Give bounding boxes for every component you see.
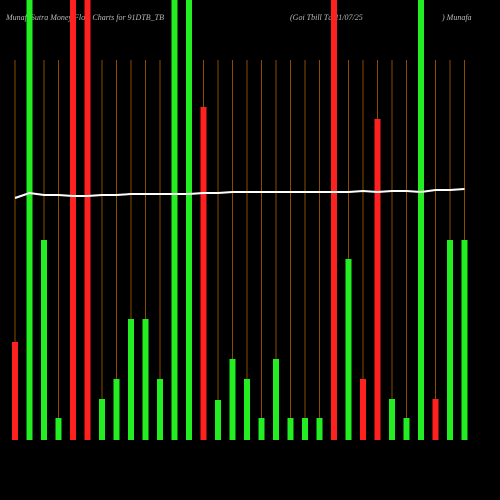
- bar: [374, 119, 381, 440]
- bar: [258, 418, 265, 440]
- bar: [142, 319, 149, 440]
- bar: [99, 399, 105, 440]
- bar: [287, 418, 294, 440]
- bar: [345, 259, 352, 440]
- bar: [26, 0, 33, 440]
- bar: [461, 240, 468, 440]
- bar: [316, 418, 323, 440]
- bar: [389, 399, 395, 440]
- bar: [302, 418, 308, 440]
- bar: [215, 400, 221, 440]
- bar: [55, 418, 62, 440]
- bar: [41, 240, 47, 440]
- bar: [128, 319, 134, 440]
- bar: [171, 0, 178, 440]
- bar: [403, 418, 410, 440]
- bar: [273, 359, 279, 440]
- bar: [244, 379, 250, 440]
- bar: [432, 399, 439, 440]
- chart-subtitle: (Goi Tbill Td-11/07/25: [290, 13, 363, 22]
- bar: [12, 342, 18, 440]
- bar: [229, 359, 236, 440]
- flow-line: [14, 188, 465, 199]
- bar: [157, 379, 163, 440]
- bar: [331, 0, 337, 440]
- bar: [113, 379, 120, 440]
- bar: [84, 0, 91, 440]
- bar: [447, 240, 453, 440]
- bar: [360, 379, 366, 440]
- bar: [418, 0, 424, 440]
- bar: [70, 0, 76, 440]
- bar: [200, 107, 207, 440]
- bar: [186, 0, 192, 440]
- chart-source: ) Munafa: [441, 13, 472, 22]
